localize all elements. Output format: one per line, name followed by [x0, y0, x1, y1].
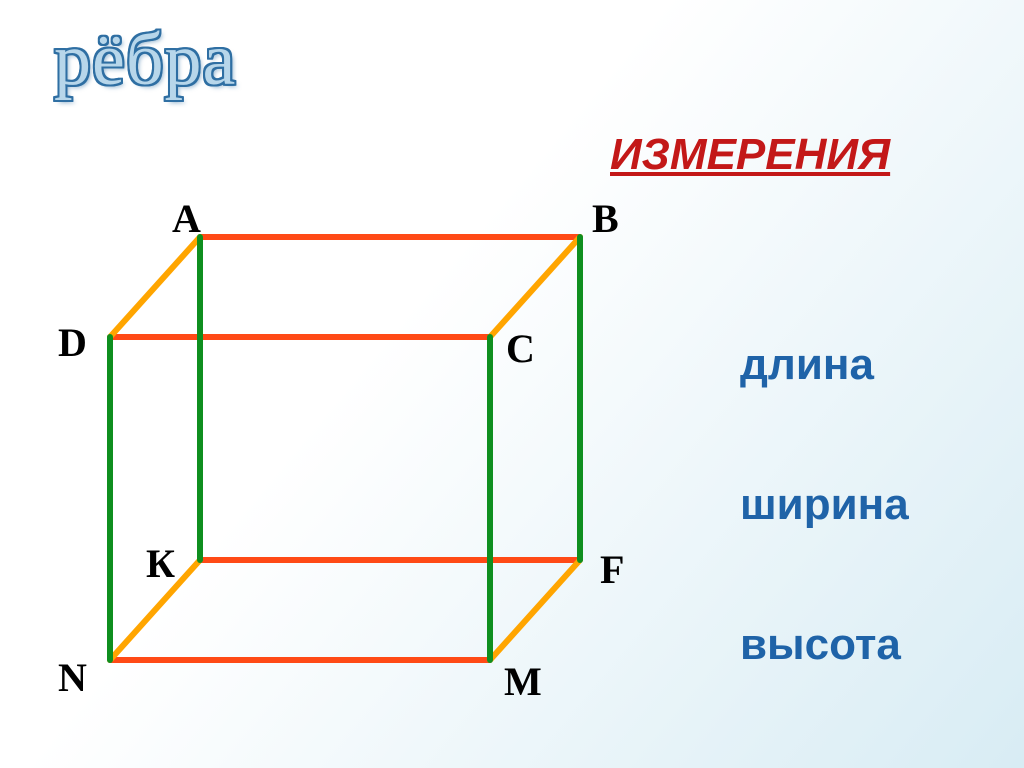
vertex-label-F: F	[600, 546, 624, 593]
vertex-label-K: К	[146, 540, 175, 587]
cube-edge	[490, 237, 580, 337]
cube-edge	[110, 237, 200, 337]
vertex-label-A: A	[172, 195, 201, 242]
vertex-label-D: D	[58, 319, 87, 366]
vertex-label-M: M	[504, 658, 542, 705]
vertex-label-C: C	[506, 325, 535, 372]
cube-edge	[490, 560, 580, 660]
vertex-label-B: B	[592, 195, 619, 242]
vertex-label-N: N	[58, 654, 87, 701]
cube-diagram	[0, 0, 1024, 768]
